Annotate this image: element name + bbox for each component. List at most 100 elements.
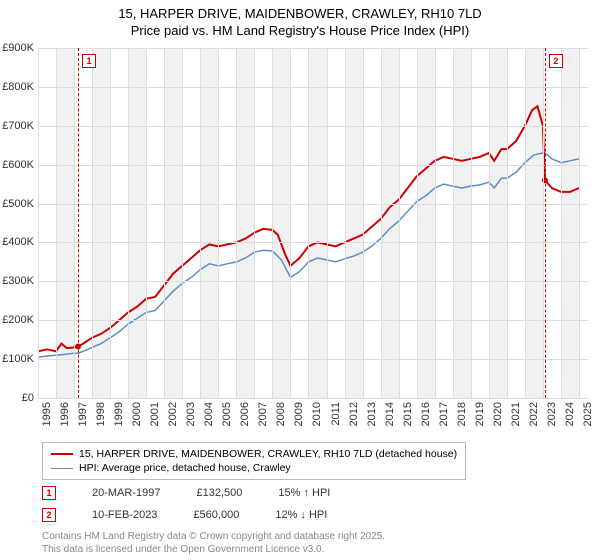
gridline-v [471, 48, 472, 398]
gridline-v [308, 48, 309, 398]
y-tick-label: £900K [2, 42, 34, 54]
gridline-v [489, 48, 490, 398]
x-tick-label: 2002 [167, 402, 179, 426]
gridline-v [363, 48, 364, 398]
x-tick-label: 2000 [131, 402, 143, 426]
y-tick-label: £200K [2, 314, 34, 326]
sale-delta-2: 12% ↓ HPI [275, 509, 327, 521]
gridline-h [38, 87, 588, 88]
x-tick-label: 2022 [528, 402, 540, 426]
legend-row: HPI: Average price, detached house, Craw… [51, 461, 457, 475]
x-tick-label: 2017 [438, 402, 450, 426]
gridline-v [74, 48, 75, 398]
sale-marker-box: 2 [549, 54, 563, 68]
x-tick-label: 2014 [384, 402, 396, 426]
gridline-v [381, 48, 382, 398]
gridline-v [254, 48, 255, 398]
legend-swatch [51, 468, 73, 469]
x-tick-label: 2012 [348, 402, 360, 426]
legend-row: 15, HARPER DRIVE, MAIDENBOWER, CRAWLEY, … [51, 447, 457, 461]
x-tick-label: 2024 [564, 402, 576, 426]
x-tick-label: 1999 [113, 402, 125, 426]
gridline-h [38, 320, 588, 321]
x-tick-label: 2023 [546, 402, 558, 426]
x-tick-label: 2010 [311, 402, 323, 426]
sale-marker-line [78, 48, 79, 398]
x-tick-label: 2025 [582, 402, 594, 426]
gridline-h [38, 242, 588, 243]
gridline-v [579, 48, 580, 398]
x-tick-label: 2006 [239, 402, 251, 426]
sale-marker-box: 1 [82, 54, 96, 68]
gridline-h [38, 204, 588, 205]
gridline-v [417, 48, 418, 398]
gridline-v [110, 48, 111, 398]
legend-label: HPI: Average price, detached house, Craw… [79, 462, 291, 474]
gridline-v [182, 48, 183, 398]
x-tick-label: 1995 [41, 402, 53, 426]
gridline-h [38, 126, 588, 127]
y-tick-label: £300K [2, 275, 34, 287]
x-axis: 1995199619971998199920002001200220032004… [38, 398, 588, 438]
x-tick-label: 2009 [293, 402, 305, 426]
sale-price-1: £132,500 [196, 487, 242, 499]
x-tick-label: 2008 [275, 402, 287, 426]
gridline-v [399, 48, 400, 398]
x-tick-label: 2013 [366, 402, 378, 426]
y-tick-label: £100K [2, 353, 34, 365]
gridline-h [38, 48, 588, 49]
gridline-v [272, 48, 273, 398]
gridline-v [453, 48, 454, 398]
title-line1: 15, HARPER DRIVE, MAIDENBOWER, CRAWLEY, … [118, 6, 481, 21]
y-tick-label: £500K [2, 198, 34, 210]
gridline-v [525, 48, 526, 398]
x-tick-label: 2016 [420, 402, 432, 426]
footnote-line2: This data is licensed under the Open Gov… [42, 544, 324, 555]
sale-row-2: 2 10-FEB-2023 £560,000 12% ↓ HPI [42, 508, 327, 522]
y-tick-label: £0 [22, 392, 34, 404]
legend-label: 15, HARPER DRIVE, MAIDENBOWER, CRAWLEY, … [79, 448, 457, 460]
x-tick-label: 1998 [95, 402, 107, 426]
gridline-v [164, 48, 165, 398]
title-line2: Price paid vs. HM Land Registry's House … [131, 23, 469, 38]
gridline-h [38, 281, 588, 282]
legend-swatch [51, 453, 73, 455]
gridline-v [236, 48, 237, 398]
x-tick-label: 2015 [402, 402, 414, 426]
y-tick-label: £800K [2, 81, 34, 93]
sale-row-1: 1 20-MAR-1997 £132,500 15% ↑ HPI [42, 486, 330, 500]
sale-marker-2: 2 [42, 508, 56, 522]
chart-plot-area: 12 [38, 48, 588, 398]
gridline-v [92, 48, 93, 398]
gridline-v [146, 48, 147, 398]
x-tick-label: 2019 [474, 402, 486, 426]
y-tick-label: £600K [2, 159, 34, 171]
y-tick-label: £700K [2, 120, 34, 132]
chart-svg [38, 48, 588, 398]
gridline-v [507, 48, 508, 398]
x-tick-label: 1997 [77, 402, 89, 426]
footnote: Contains HM Land Registry data © Crown c… [42, 530, 385, 556]
sale-marker-line [545, 48, 546, 398]
gridline-v [38, 48, 39, 398]
x-tick-label: 2007 [257, 402, 269, 426]
x-tick-label: 2003 [185, 402, 197, 426]
gridline-h [38, 359, 588, 360]
sale-delta-1: 15% ↑ HPI [278, 487, 330, 499]
x-tick-label: 2004 [203, 402, 215, 426]
gridline-h [38, 165, 588, 166]
gridline-v [200, 48, 201, 398]
gridline-v [290, 48, 291, 398]
sale-price-2: £560,000 [193, 509, 239, 521]
x-tick-label: 2021 [510, 402, 522, 426]
gridline-v [218, 48, 219, 398]
gridline-v [543, 48, 544, 398]
x-tick-label: 1996 [59, 402, 71, 426]
chart-title: 15, HARPER DRIVE, MAIDENBOWER, CRAWLEY, … [0, 0, 600, 42]
sale-date-2: 10-FEB-2023 [92, 509, 157, 521]
gridline-v [128, 48, 129, 398]
gridline-v [561, 48, 562, 398]
y-axis: £0£100K£200K£300K£400K£500K£600K£700K£80… [0, 48, 38, 398]
x-tick-label: 2020 [492, 402, 504, 426]
x-tick-label: 2011 [330, 402, 342, 426]
